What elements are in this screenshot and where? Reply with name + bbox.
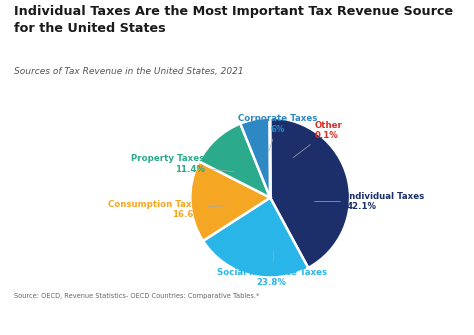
Text: Consumption Taxes
16.6%: Consumption Taxes 16.6% (108, 200, 226, 219)
Wedge shape (203, 198, 308, 277)
Wedge shape (240, 118, 270, 198)
Text: Sources of Tax Revenue in the United States, 2021: Sources of Tax Revenue in the United Sta… (14, 67, 244, 76)
Text: @TaxFoundation: @TaxFoundation (384, 316, 465, 326)
Wedge shape (190, 161, 270, 241)
Text: Other
0.1%: Other 0.1% (293, 121, 343, 158)
Text: Property Taxes
11.4%: Property Taxes 11.4% (131, 154, 234, 174)
Text: Social Insurance Taxes
23.8%: Social Insurance Taxes 23.8% (217, 250, 327, 287)
Text: TAX FOUNDATION: TAX FOUNDATION (9, 316, 113, 326)
Text: Individual Taxes Are the Most Important Tax Revenue Source
for the United States: Individual Taxes Are the Most Important … (14, 5, 453, 35)
Text: Source: OECD, Revenue Statistics- OECD Countries: Comparative Tables.*: Source: OECD, Revenue Statistics- OECD C… (14, 293, 260, 299)
Text: Individual Taxes
42.1%: Individual Taxes 42.1% (315, 192, 424, 211)
Text: Corporate Taxes
6%: Corporate Taxes 6% (238, 114, 318, 151)
Wedge shape (270, 118, 350, 268)
Wedge shape (199, 124, 270, 198)
